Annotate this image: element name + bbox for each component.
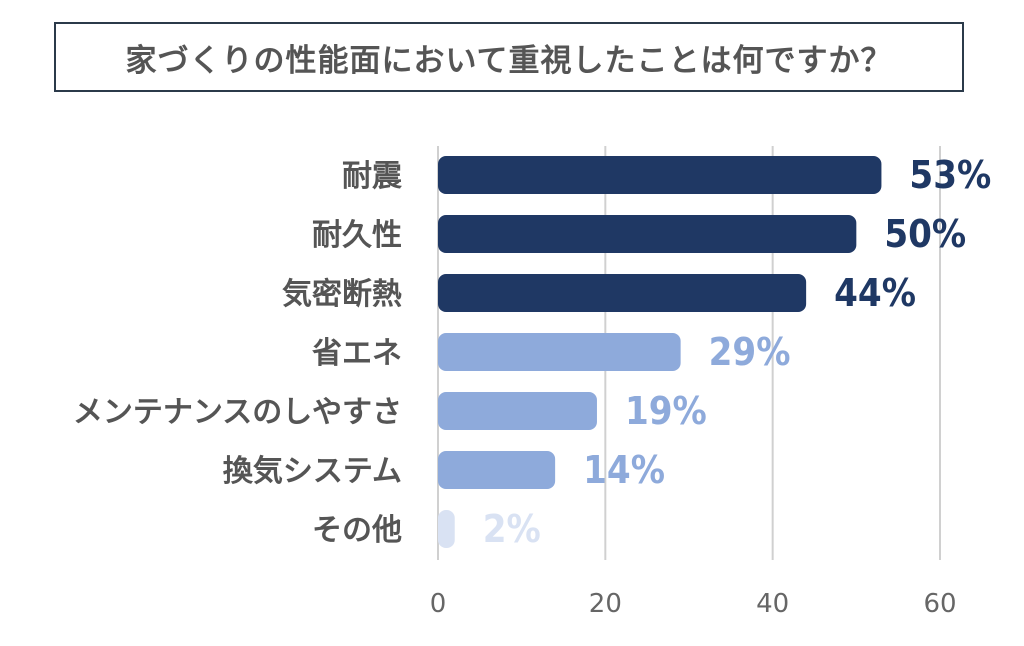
bar-1 <box>438 215 857 253</box>
value-label-0: 53% <box>909 153 991 197</box>
category-label-5: 換気システム <box>223 454 402 489</box>
bar-2 <box>438 274 807 312</box>
value-label-1: 50% <box>884 212 966 256</box>
x-tick-label-2: 40 <box>756 589 789 619</box>
bar-4 <box>438 392 597 430</box>
category-label-2: 気密断熱 <box>282 277 402 312</box>
x-tick-label-1: 20 <box>589 589 622 619</box>
bars <box>438 156 882 548</box>
chart-title: 家づくりの性能面において重視したことは何ですか？ <box>125 42 893 79</box>
value-label-5: 14% <box>583 448 665 492</box>
value-labels: 53% 50% 44% 29%19% 14% 2% <box>483 153 992 551</box>
x-axis-ticks: 0 20 40 60 <box>430 589 957 619</box>
category-label-0: 耐震 <box>342 159 403 194</box>
x-tick-label-3: 60 <box>923 589 956 619</box>
chart-title-box: 家づくりの性能面において重視したことは何ですか？ <box>54 22 964 92</box>
category-label-1: 耐久性 <box>312 218 402 253</box>
category-label-3: 省エネ <box>312 336 402 371</box>
value-label-2: 44% <box>834 271 916 315</box>
value-label-4: 19% <box>625 389 707 433</box>
bar-3 <box>438 333 681 371</box>
value-label-6: 2% <box>483 507 541 551</box>
x-tick-label-0: 0 <box>430 589 447 619</box>
bar-6 <box>438 510 455 548</box>
category-label-4: メンテナンスのしやすさ <box>73 395 402 430</box>
category-label-6: その他 <box>312 513 402 548</box>
bar-5 <box>438 451 556 489</box>
value-label-3: 29% <box>709 330 791 374</box>
bar-0 <box>438 156 882 194</box>
